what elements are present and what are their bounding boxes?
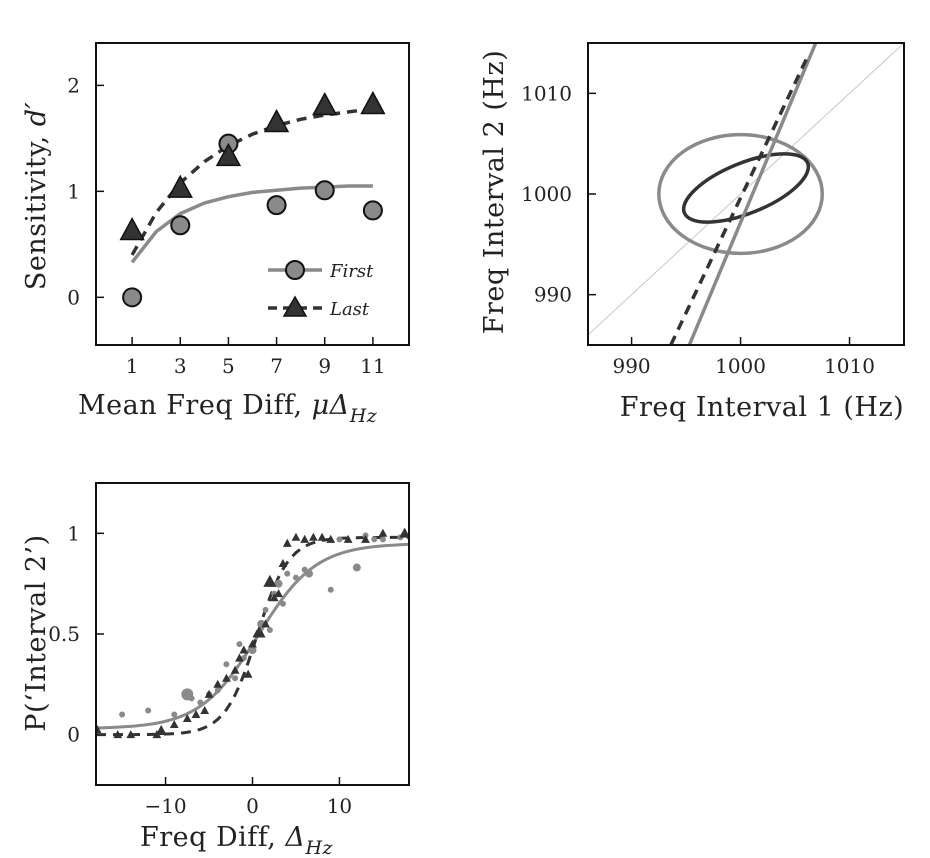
first-response-point: [284, 571, 290, 577]
ellipse-frame: [588, 43, 904, 345]
psychometric-y-tick-label: 1: [67, 521, 80, 545]
first-response-point: [145, 708, 151, 714]
ellipse-y-label: Freq Interval 2 (Hz): [479, 50, 510, 334]
sensitivity-x-label-math: μΔ: [312, 390, 350, 421]
last-data-point: [265, 110, 288, 131]
sensitivity-x-tick-label: 7: [270, 354, 283, 378]
sensitivity-y-tick-label: 0: [67, 285, 80, 309]
psychometric-y-label: P(‘Interval 2’): [21, 534, 52, 731]
last-response-point: [292, 533, 301, 541]
sensitivity-x-tick-label: 1: [126, 354, 139, 378]
first-data-point: [316, 181, 334, 199]
first-data-point: [268, 196, 286, 214]
first-response-point: [197, 699, 203, 705]
last-response-point: [318, 533, 327, 541]
sensitivity-x-tick-label: 5: [222, 354, 235, 378]
first-response-point: [215, 687, 221, 693]
ellipse-x-tick-label: 1010: [824, 354, 875, 378]
ellipse-plot-area: [588, 43, 904, 345]
first-response-point: [236, 641, 242, 647]
first-data-point: [364, 201, 382, 219]
psychometric-panel: −10 0 10 0 0.5 1 Freq Diff, ΔHz P(‘Interval 2…: [21, 483, 410, 858]
first-response-point: [371, 536, 377, 542]
ellipse-x-tick-label: 990: [612, 354, 650, 378]
last-response-point: [300, 535, 309, 543]
legend-first-marker: [286, 261, 304, 279]
first-response-point: [223, 661, 229, 667]
last-response-point: [213, 680, 222, 688]
psychometric-frame: [96, 483, 409, 785]
last-data-point: [361, 92, 384, 113]
sensitivity-x-tick-label: 9: [318, 354, 331, 378]
first-psychometric-curve: [96, 544, 409, 728]
last-boundary-line: [671, 53, 809, 345]
last-response-point: [379, 529, 388, 537]
psychometric-x-label-math: Δ: [284, 822, 305, 853]
first-boundary-line: [689, 43, 815, 345]
sensitivity-y-tick-label: 1: [67, 179, 80, 203]
sensitivity-y-label-math: d′: [21, 102, 52, 126]
psychometric-x-label: Freq Diff, ΔHz: [140, 822, 334, 858]
first-data-point: [171, 216, 189, 234]
sensitivity-y-tick-label: 2: [67, 73, 80, 97]
psychometric-x-label-text: Freq Diff,: [140, 822, 285, 853]
sensitivity-y-label-text: Sensitivity,: [21, 126, 52, 290]
psychometric-x-tick-label: 10: [327, 794, 352, 818]
psychometric-plot-area: [91, 528, 411, 739]
last-psychometric-curve: [96, 537, 409, 734]
ellipse-panel: 990 1000 1010 990 1000 1010 Freq Interval 1 (…: [479, 43, 904, 423]
psychometric-x-tick-label: 0: [246, 794, 259, 818]
psychometric-ticks: −10 0 10 0 0.5 1: [48, 521, 352, 818]
sensitivity-x-label-text: Mean Freq Diff,: [78, 390, 312, 421]
psychometric-y-tick-label: 0: [67, 723, 80, 747]
last-data-point: [313, 94, 336, 115]
first-response-point: [171, 712, 177, 718]
legend-first-label: First: [329, 261, 374, 282]
last-data-point: [169, 176, 192, 197]
first-response-point: [353, 564, 361, 572]
ellipse-y-tick-label: 990: [534, 283, 572, 307]
last-fit-curve: [132, 109, 373, 255]
ellipse-x-label: Freq Interval 1 (Hz): [620, 392, 904, 423]
last-data-point: [121, 219, 144, 240]
first-response-point: [232, 675, 238, 681]
sensitivity-y-label: Sensitivity, d′: [21, 102, 52, 290]
first-response-point: [336, 536, 342, 542]
first-response-point: [267, 627, 273, 633]
last-response-point: [309, 533, 318, 541]
last-response-point: [283, 539, 292, 547]
last-response-point: [156, 725, 167, 735]
last-response-point: [205, 690, 214, 698]
ellipse-ticks: 990 1000 1010 990 1000 1010: [521, 81, 875, 378]
sensitivity-x-label: Mean Freq Diff, μΔHz: [78, 390, 378, 427]
ellipse-y-tick-label: 1010: [521, 81, 572, 105]
psychometric-x-tick-label: −10: [144, 794, 186, 818]
psychometric-y-tick-label: 0.5: [48, 622, 80, 646]
first-response-point: [181, 688, 193, 700]
sensitivity-ticks: 1 3 5 7 9 11 0 1 2: [67, 73, 385, 378]
first-response-point: [305, 570, 313, 578]
ellipse-y-tick-label: 1000: [521, 182, 572, 206]
legend-last-label: Last: [329, 299, 370, 320]
ellipse-x-tick-label: 1000: [715, 354, 766, 378]
first-data-point: [123, 288, 141, 306]
first-response-point: [280, 601, 286, 607]
sensitivity-x-tick-label: 11: [360, 354, 385, 378]
first-response-point: [119, 712, 125, 718]
first-response-point: [380, 536, 386, 542]
last-response-point: [200, 706, 209, 714]
first-response-point: [328, 587, 334, 593]
first-response-point: [263, 607, 269, 613]
sensitivity-panel: 1 3 5 7 9 11 0 1 2 First Last Mean Freq Diff, μΔ…: [21, 43, 409, 427]
first-response-point: [293, 575, 299, 581]
sensitivity-x-label-sub: Hz: [349, 405, 378, 427]
sensitivity-x-tick-label: 3: [174, 354, 187, 378]
sensitivity-legend: First Last: [268, 261, 374, 320]
last-response-point: [263, 575, 276, 587]
psychometric-x-label-sub: Hz: [304, 837, 333, 858]
